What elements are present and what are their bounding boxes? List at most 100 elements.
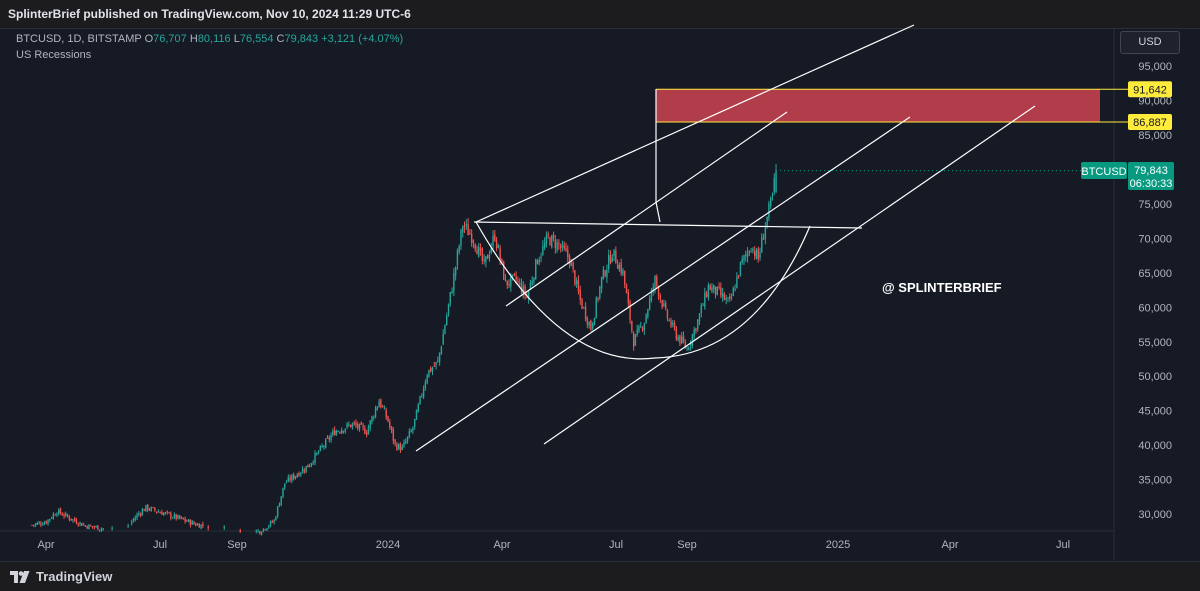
candle-body xyxy=(54,514,56,516)
candle-body xyxy=(595,298,597,318)
legend-open-label: O xyxy=(144,33,154,45)
x-tick-label: Jul xyxy=(609,539,623,551)
legend-change: +3,121 (+4.07%) xyxy=(321,33,404,45)
candle-body xyxy=(383,408,386,410)
candle-body xyxy=(558,243,560,245)
candle-body xyxy=(620,262,622,274)
candle-body xyxy=(396,444,398,450)
candle-body xyxy=(440,346,443,354)
candle-body xyxy=(433,365,435,367)
candle-body xyxy=(438,352,441,362)
candle-body xyxy=(59,508,62,514)
candle-body xyxy=(456,250,459,266)
candle-body xyxy=(770,198,772,207)
candle-body xyxy=(285,482,288,484)
candle-body xyxy=(381,405,384,408)
candle-body xyxy=(536,260,539,265)
indicator-label[interactable]: US Recessions xyxy=(16,49,92,61)
candle-body xyxy=(417,404,419,412)
candle-body xyxy=(734,289,736,291)
candle-body xyxy=(545,235,548,245)
candle-body xyxy=(552,234,555,239)
legend-close-label: C xyxy=(276,33,285,45)
candle-body xyxy=(147,504,149,511)
candle-body xyxy=(111,528,113,530)
candle-body xyxy=(193,522,195,524)
candle-body xyxy=(757,248,759,260)
candle-body xyxy=(65,513,67,516)
candle-body xyxy=(390,426,393,431)
candle-body xyxy=(773,178,775,193)
legend-open: 76,707 xyxy=(153,33,187,45)
candle-body xyxy=(583,307,585,309)
channel-support-line xyxy=(543,105,1036,445)
y-tick-label: 70,000 xyxy=(1138,233,1172,245)
candle-body xyxy=(538,259,540,263)
candle-body xyxy=(752,248,754,251)
candle-body xyxy=(95,526,97,528)
candle-body xyxy=(535,259,537,279)
candle-body xyxy=(631,321,633,332)
candle-body xyxy=(588,322,590,326)
candle-body xyxy=(771,194,774,196)
candle-body xyxy=(145,504,147,511)
candle-body xyxy=(743,255,745,261)
x-tick-label: Jul xyxy=(1056,539,1070,551)
price-line-label: 91,642 xyxy=(1133,84,1167,96)
candle-body xyxy=(310,463,313,466)
candle-body xyxy=(762,238,765,240)
candle-body xyxy=(273,520,275,523)
candle-body xyxy=(451,291,453,294)
candle-body xyxy=(332,430,334,435)
candle-body xyxy=(202,524,204,526)
candle-body xyxy=(88,524,90,530)
candle-body xyxy=(362,425,364,428)
tradingview-brand[interactable]: TradingView xyxy=(10,569,112,584)
candle-body xyxy=(260,532,263,535)
currency-button[interactable]: USD xyxy=(1120,31,1180,54)
candle-body xyxy=(97,525,99,530)
candle-body xyxy=(768,203,770,219)
candle-body xyxy=(465,224,468,226)
candle-body xyxy=(294,476,297,479)
candle-body xyxy=(454,266,457,276)
candle-body xyxy=(326,437,329,439)
candle-body xyxy=(374,408,377,417)
candle-body xyxy=(170,512,172,518)
candle-body xyxy=(656,276,658,286)
candle-body xyxy=(360,422,362,425)
candle-body xyxy=(399,444,402,451)
candle-body xyxy=(741,259,743,263)
candle-body xyxy=(74,518,76,521)
candle-body xyxy=(720,287,722,296)
candle-body xyxy=(599,286,601,299)
candle-body xyxy=(718,286,720,288)
candle-body xyxy=(435,361,437,366)
candle-body xyxy=(223,526,225,528)
symbol-badge-label: BTCUSD xyxy=(1081,166,1126,178)
candle-body xyxy=(549,237,551,246)
candle-body xyxy=(61,514,63,516)
candle-body xyxy=(481,248,484,261)
candle-body xyxy=(673,323,676,329)
candle-body xyxy=(90,525,92,527)
x-tick-label: Apr xyxy=(37,539,54,551)
candle-body xyxy=(597,298,599,300)
candle-body xyxy=(634,334,637,346)
candle-body xyxy=(511,274,514,276)
candle-body xyxy=(266,528,268,531)
candle-body xyxy=(446,315,448,325)
ohlc-legend: BTCUSD, 1D, BITSTAMP O76,707 H80,116 L76… xyxy=(16,33,403,45)
y-tick-label: 75,000 xyxy=(1138,199,1172,211)
tradingview-brand-text: TradingView xyxy=(36,569,113,584)
candle-body xyxy=(764,226,767,239)
candle-body xyxy=(171,517,174,519)
candle-body xyxy=(627,292,629,304)
candle-body xyxy=(501,258,503,262)
candle-body xyxy=(155,511,158,513)
candle-body xyxy=(684,341,686,348)
candle-body xyxy=(657,286,660,297)
candle-body xyxy=(713,284,715,290)
candle-body xyxy=(397,443,400,450)
